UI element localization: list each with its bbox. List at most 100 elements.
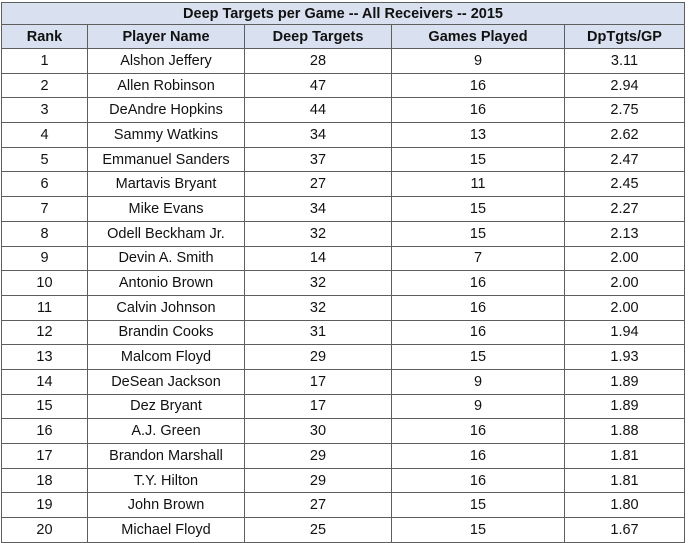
cell-deep-targets: 27 bbox=[244, 171, 392, 198]
table-body: 1 Alshon Jeffery 28 9 3.11 2 Allen Robinson 47… bbox=[1, 48, 686, 543]
cell-deep-targets: 32 bbox=[244, 294, 392, 321]
table-row: 9 Devin A. Smith 14 7 2.00 bbox=[1, 245, 686, 272]
column-header-rank: Rank bbox=[1, 24, 88, 49]
cell-dptgts-per-gp: 2.45 bbox=[563, 171, 686, 198]
cell-games-played: 9 bbox=[391, 48, 565, 74]
cell-deep-targets: 27 bbox=[244, 492, 392, 519]
cell-rank: 4 bbox=[1, 122, 88, 148]
cell-rank: 8 bbox=[1, 220, 88, 247]
cell-games-played: 11 bbox=[391, 171, 565, 198]
cell-deep-targets: 34 bbox=[244, 196, 392, 222]
cell-deep-targets: 17 bbox=[244, 368, 392, 395]
cell-rank: 10 bbox=[1, 270, 88, 296]
cell-rank: 15 bbox=[1, 393, 88, 420]
table-title-row: Deep Targets per Game -- All Receivers -… bbox=[0, 2, 686, 25]
column-header-deep-targets: Deep Targets bbox=[244, 24, 392, 49]
cell-deep-targets: 37 bbox=[244, 146, 392, 173]
table-row: 7 Mike Evans 34 15 2.27 bbox=[1, 196, 686, 222]
cell-player-name: Alshon Jeffery bbox=[87, 48, 245, 74]
cell-deep-targets: 32 bbox=[244, 270, 392, 296]
cell-player-name: John Brown bbox=[87, 492, 245, 519]
cell-player-name: Emmanuel Sanders bbox=[87, 146, 245, 173]
cell-games-played: 16 bbox=[391, 319, 565, 346]
cell-deep-targets: 29 bbox=[244, 344, 392, 370]
table-row: 13 Malcom Floyd 29 15 1.93 bbox=[1, 344, 686, 370]
table-header-row: Rank Player Name Deep Targets Games Play… bbox=[1, 24, 686, 49]
cell-dptgts-per-gp: 2.27 bbox=[563, 196, 686, 222]
cell-rank: 9 bbox=[1, 245, 88, 272]
column-header-games-played: Games Played bbox=[391, 24, 565, 49]
cell-dptgts-per-gp: 2.47 bbox=[563, 146, 686, 173]
cell-rank: 12 bbox=[1, 319, 88, 346]
cell-player-name: Mike Evans bbox=[87, 196, 245, 222]
table-row: 15 Dez Bryant 17 9 1.89 bbox=[1, 393, 686, 420]
cell-dptgts-per-gp: 2.75 bbox=[563, 97, 686, 124]
cell-rank: 13 bbox=[1, 344, 88, 370]
cell-games-played: 9 bbox=[391, 368, 565, 395]
cell-deep-targets: 14 bbox=[244, 245, 392, 272]
cell-deep-targets: 47 bbox=[244, 72, 392, 99]
cell-player-name: Martavis Bryant bbox=[87, 171, 245, 198]
cell-dptgts-per-gp: 1.67 bbox=[563, 517, 686, 543]
cell-dptgts-per-gp: 2.13 bbox=[563, 220, 686, 247]
cell-games-played: 16 bbox=[391, 97, 565, 124]
cell-games-played: 15 bbox=[391, 517, 565, 543]
cell-dptgts-per-gp: 2.00 bbox=[563, 245, 686, 272]
cell-games-played: 16 bbox=[391, 72, 565, 99]
cell-dptgts-per-gp: 3.11 bbox=[563, 48, 686, 74]
cell-rank: 20 bbox=[1, 517, 88, 543]
cell-rank: 5 bbox=[1, 146, 88, 173]
cell-player-name: Antonio Brown bbox=[87, 270, 245, 296]
cell-player-name: Dez Bryant bbox=[87, 393, 245, 420]
cell-dptgts-per-gp: 2.00 bbox=[563, 294, 686, 321]
table-row: 3 DeAndre Hopkins 44 16 2.75 bbox=[1, 97, 686, 124]
cell-player-name: Calvin Johnson bbox=[87, 294, 245, 321]
cell-rank: 17 bbox=[1, 443, 88, 469]
cell-deep-targets: 31 bbox=[244, 319, 392, 346]
cell-rank: 19 bbox=[1, 492, 88, 519]
table-row: 14 DeSean Jackson 17 9 1.89 bbox=[1, 368, 686, 395]
cell-rank: 18 bbox=[1, 467, 88, 494]
cell-deep-targets: 25 bbox=[244, 517, 392, 543]
cell-games-played: 15 bbox=[391, 196, 565, 222]
cell-player-name: Brandon Marshall bbox=[87, 443, 245, 469]
cell-games-played: 7 bbox=[391, 245, 565, 272]
cell-dptgts-per-gp: 1.93 bbox=[563, 344, 686, 370]
cell-player-name: Sammy Watkins bbox=[87, 122, 245, 148]
cell-games-played: 15 bbox=[391, 492, 565, 519]
cell-player-name: DeAndre Hopkins bbox=[87, 97, 245, 124]
cell-deep-targets: 28 bbox=[244, 48, 392, 74]
cell-games-played: 16 bbox=[391, 270, 565, 296]
table-row: 11 Calvin Johnson 32 16 2.00 bbox=[1, 294, 686, 321]
table-row: 2 Allen Robinson 47 16 2.94 bbox=[1, 72, 686, 99]
table-row: 20 Michael Floyd 25 15 1.67 bbox=[1, 517, 686, 543]
table-row: 5 Emmanuel Sanders 37 15 2.47 bbox=[1, 146, 686, 173]
table-row: 6 Martavis Bryant 27 11 2.45 bbox=[1, 171, 686, 198]
cell-dptgts-per-gp: 1.88 bbox=[563, 418, 686, 444]
table-row: 8 Odell Beckham Jr. 32 15 2.13 bbox=[1, 220, 686, 247]
cell-player-name: Malcom Floyd bbox=[87, 344, 245, 370]
cell-player-name: DeSean Jackson bbox=[87, 368, 245, 395]
cell-games-played: 16 bbox=[391, 418, 565, 444]
cell-player-name: A.J. Green bbox=[87, 418, 245, 444]
cell-rank: 14 bbox=[1, 368, 88, 395]
column-header-dptgts-per-gp: DpTgts/GP bbox=[563, 24, 686, 49]
cell-rank: 6 bbox=[1, 171, 88, 198]
cell-rank: 1 bbox=[1, 48, 88, 74]
cell-games-played: 16 bbox=[391, 467, 565, 494]
cell-games-played: 9 bbox=[391, 393, 565, 420]
table-row: 19 John Brown 27 15 1.80 bbox=[1, 492, 686, 519]
cell-player-name: Odell Beckham Jr. bbox=[87, 220, 245, 247]
cell-games-played: 15 bbox=[391, 220, 565, 247]
cell-games-played: 15 bbox=[391, 344, 565, 370]
cell-rank: 7 bbox=[1, 196, 88, 222]
table-row: 17 Brandon Marshall 29 16 1.81 bbox=[1, 443, 686, 469]
table-row: 12 Brandin Cooks 31 16 1.94 bbox=[1, 319, 686, 346]
table-title: Deep Targets per Game -- All Receivers -… bbox=[0, 2, 686, 25]
table-row: 10 Antonio Brown 32 16 2.00 bbox=[1, 270, 686, 296]
cell-dptgts-per-gp: 1.81 bbox=[563, 443, 686, 469]
table-row: 1 Alshon Jeffery 28 9 3.11 bbox=[1, 48, 686, 74]
cell-deep-targets: 29 bbox=[244, 443, 392, 469]
table-row: 16 A.J. Green 30 16 1.88 bbox=[1, 418, 686, 444]
